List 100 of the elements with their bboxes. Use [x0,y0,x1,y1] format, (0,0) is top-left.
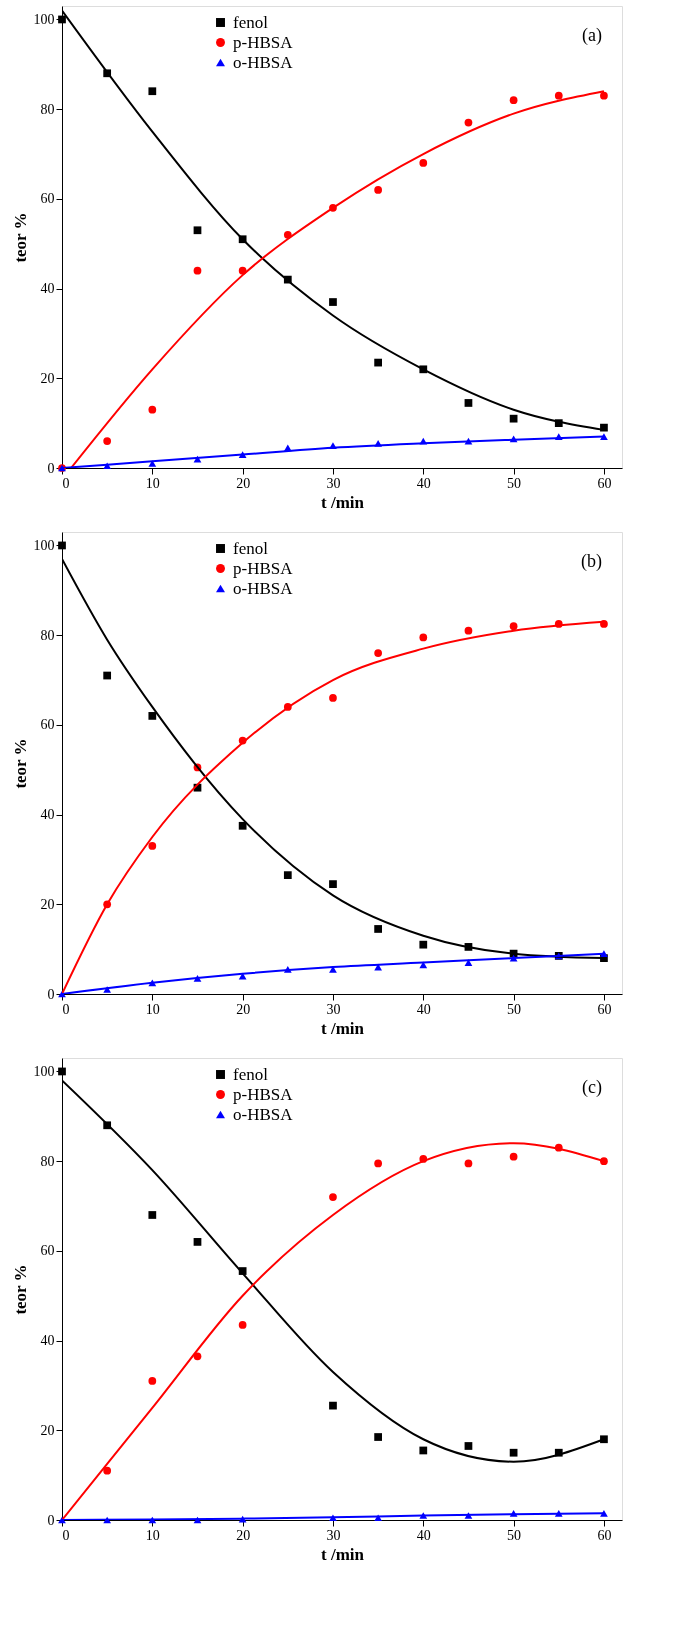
point [509,414,518,423]
y-tick-label: 40 [40,1333,55,1349]
legend-label: fenol [233,12,269,32]
point [329,880,337,888]
point [464,959,473,966]
point [374,1159,382,1168]
x-tick-label: 30 [326,1527,341,1543]
point [600,423,608,432]
point [193,1238,202,1246]
point [600,620,608,628]
x-tick-label: 10 [145,1001,160,1017]
point [148,712,157,720]
point [509,96,518,105]
point [58,15,66,24]
point [464,399,473,407]
point [148,842,157,850]
y-tick-label: 20 [40,370,55,386]
y-tick-label: 80 [40,101,55,117]
legend-label: p-HBSA [233,1084,294,1104]
y-tick-label: 40 [40,807,55,823]
x-tick-label: 50 [507,475,522,491]
y-tick-label: 0 [47,1512,55,1528]
point [58,1067,66,1076]
annotation: (c) [582,1077,602,1098]
y-tick-label: 100 [33,1063,55,1079]
x-tick-label: 40 [416,1001,431,1017]
x-tick-label: 60 [597,1001,612,1017]
point [238,821,247,830]
point [238,1321,247,1329]
point [148,405,157,414]
point [329,1401,337,1410]
x-axis-title: t /min [321,1544,365,1564]
point [600,91,608,100]
legend-label: o-HBSA [233,52,294,72]
x-axis-title: t /min [321,492,365,512]
point [148,1211,157,1219]
point [419,159,428,167]
point [58,541,66,550]
point [374,1433,382,1441]
point [464,626,473,635]
point [103,437,112,445]
y-tick-label: 0 [47,986,55,1002]
x-tick-label: 40 [416,1527,431,1543]
x-tick-label: 30 [326,475,341,491]
point [374,186,382,194]
legend-label: p-HBSA [233,558,294,578]
point [464,1159,473,1168]
y-tick-label: 0 [47,460,55,476]
y-tick-label: 40 [40,281,55,297]
point [329,694,337,702]
x-tick-label: 10 [145,1527,160,1543]
point [193,226,202,235]
x-tick-label: 10 [145,475,160,491]
legend-label: o-HBSA [233,1104,294,1124]
y-tick-label: 20 [40,896,55,912]
y-tick-label: 80 [40,1153,55,1169]
point [283,871,292,880]
annotation: (a) [582,25,602,46]
point [374,925,382,933]
y-tick-label: 60 [40,191,55,207]
annotation: (b) [581,551,602,572]
point [148,460,157,467]
point [509,1448,518,1457]
point [374,649,382,657]
x-tick-label: 0 [62,475,70,491]
legend-label: fenol [233,538,269,558]
point [103,671,112,680]
y-axis-title: teor % [10,1264,30,1315]
point [464,1442,473,1450]
point [419,940,428,949]
x-tick-label: 20 [236,1527,251,1543]
point [419,633,428,642]
point [329,298,337,306]
y-axis-title: teor % [10,212,30,263]
point [193,266,202,275]
point [148,1377,157,1385]
point [374,358,382,367]
point [509,622,518,631]
x-tick-label: 20 [236,1001,251,1017]
x-tick-label: 40 [416,475,431,491]
point [419,1446,428,1455]
point [600,1509,608,1517]
point [554,91,563,100]
legend-label: p-HBSA [233,32,294,52]
point [329,1193,337,1201]
y-tick-label: 100 [33,11,55,27]
y-tick-label: 20 [40,1422,55,1438]
x-tick-label: 60 [597,475,612,491]
y-tick-label: 80 [40,627,55,643]
x-tick-label: 0 [62,1527,70,1543]
x-axis-title: t /min [321,1018,365,1038]
y-axis-title: teor % [10,738,30,789]
x-tick-label: 0 [62,1001,70,1017]
point [148,87,157,96]
point [600,1435,608,1444]
point [509,1152,518,1161]
x-tick-label: 20 [236,475,251,491]
legend-label: fenol [233,1064,269,1084]
point [193,1352,202,1361]
point [600,1157,608,1166]
